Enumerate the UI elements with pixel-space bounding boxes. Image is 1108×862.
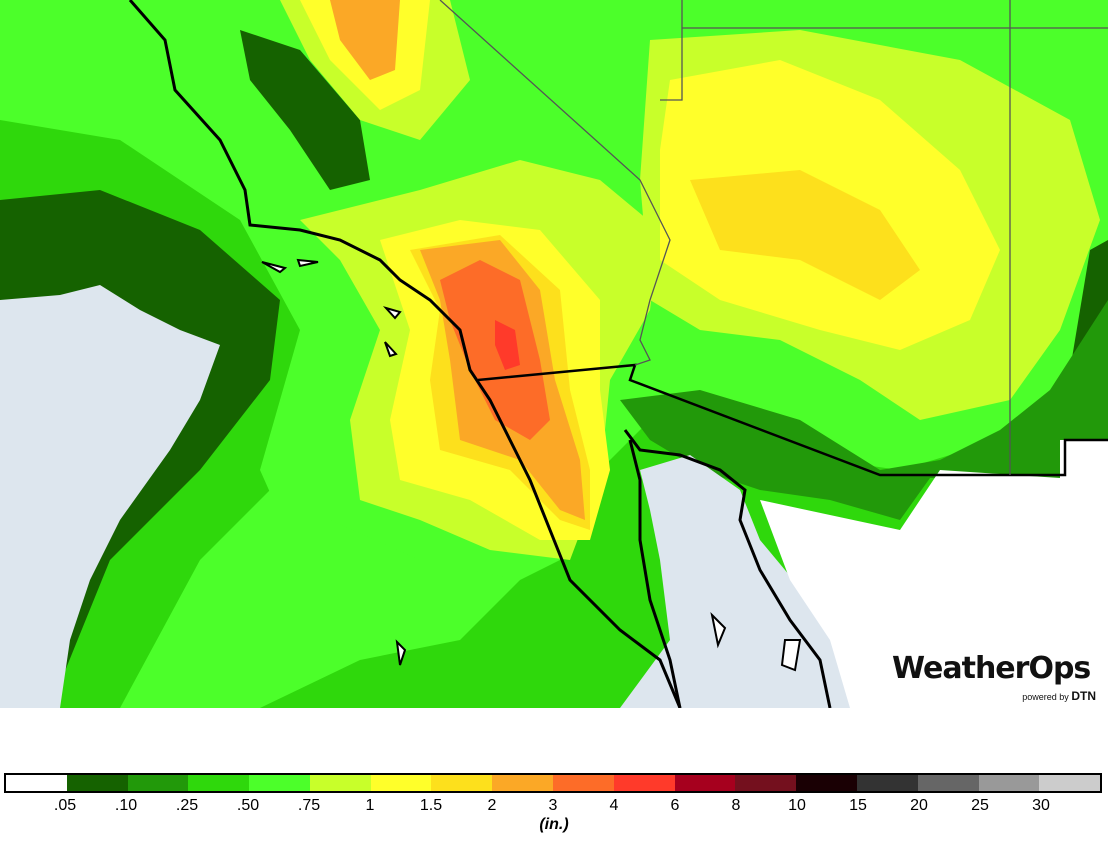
legend-unit: (in.) xyxy=(539,816,569,833)
precip-area-2-east xyxy=(690,170,920,300)
legend-tick-labels: .05 .10 .25 .50 .75 1 1.5 2 3 4 6 8 10 15 20 25 30 xyxy=(4,797,1102,817)
legend-label: 30 xyxy=(1032,797,1050,814)
legend-label: 25 xyxy=(971,797,989,814)
legend-swatch xyxy=(66,775,128,791)
powered-by-text: powered by xyxy=(1022,692,1069,702)
legend-swatch xyxy=(796,775,857,791)
precipitation-map xyxy=(0,0,1108,708)
legend-swatch xyxy=(553,775,614,791)
legend-swatch xyxy=(431,775,493,791)
boundaries xyxy=(128,0,1108,708)
weatherops-logo: WeatherOps powered by DTN xyxy=(892,652,1104,704)
precip-area-6 xyxy=(495,320,520,370)
legend-swatch xyxy=(978,775,1040,791)
state-line-ca-nv xyxy=(439,0,671,366)
legend-label: 1.5 xyxy=(419,797,443,814)
legend-swatch xyxy=(492,775,554,791)
logo-powered-by: powered by DTN xyxy=(1022,689,1096,703)
precip-area-75-south xyxy=(120,480,520,708)
legend-label: .25 xyxy=(175,797,199,814)
mexico-mainland-nodata xyxy=(760,440,1108,708)
legend-swatch xyxy=(674,775,736,791)
legend-swatch xyxy=(735,775,797,791)
legend-label: 10 xyxy=(788,797,806,814)
legend-label: .05 xyxy=(53,797,77,814)
legend-label: 1 xyxy=(365,797,375,814)
legend-label: .50 xyxy=(236,797,260,814)
legend-swatch xyxy=(370,775,432,791)
precip-area-25-se xyxy=(620,300,1108,520)
precipitation-legend xyxy=(4,773,1102,793)
pacific-ocean xyxy=(0,285,220,708)
legend-label: 4 xyxy=(609,797,619,814)
legend-label: .10 xyxy=(114,797,138,814)
legend-label: 6 xyxy=(670,797,680,814)
legend-label: 8 xyxy=(731,797,741,814)
legend-label: 20 xyxy=(910,797,928,814)
legend-label: 15 xyxy=(849,797,867,814)
legend-swatch xyxy=(309,775,371,791)
legend-swatch xyxy=(188,775,250,791)
legend-swatch xyxy=(6,775,67,791)
baja-west-inner xyxy=(628,439,682,708)
legend-swatch xyxy=(1039,775,1101,791)
state-line-az-nm xyxy=(660,0,1108,475)
legend-label: .75 xyxy=(297,797,321,814)
legend-label: 2 xyxy=(487,797,497,814)
legend-swatch xyxy=(127,775,189,791)
precip-area-10-north xyxy=(240,30,370,190)
legend-swatch xyxy=(917,775,979,791)
legend-swatch xyxy=(613,775,675,791)
baja-east-coast xyxy=(623,429,832,708)
islands xyxy=(261,258,802,672)
dtn-text: DTN xyxy=(1071,689,1096,703)
coastline xyxy=(128,0,682,708)
precip-area-4 xyxy=(440,260,550,440)
logo-brand: WeatherOps xyxy=(892,651,1091,686)
legend-swatch xyxy=(249,775,310,791)
legend-label: 3 xyxy=(548,797,558,814)
legend-swatch xyxy=(856,775,918,791)
